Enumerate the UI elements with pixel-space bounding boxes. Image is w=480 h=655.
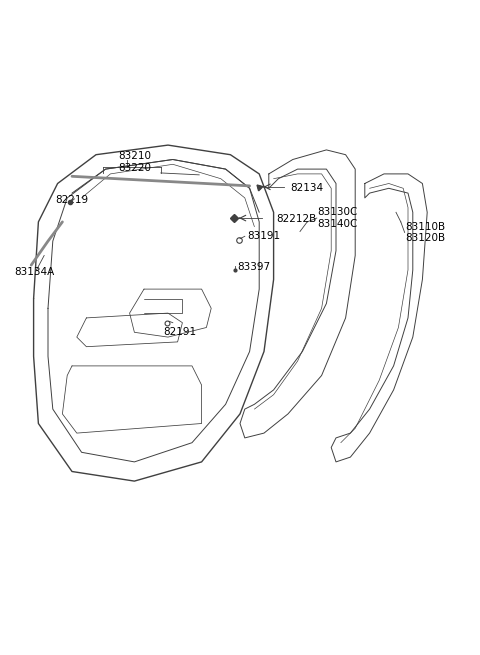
Text: 82219: 82219 [55, 195, 88, 205]
Text: 83134A: 83134A [14, 267, 55, 277]
Text: 83130C
83140C: 83130C 83140C [317, 207, 357, 229]
Text: 82212B: 82212B [276, 214, 316, 225]
Text: 83210
83220: 83210 83220 [118, 151, 151, 173]
Text: 82191: 82191 [163, 328, 196, 337]
Text: 83110B
83120B: 83110B 83120B [406, 221, 446, 243]
Text: 82134: 82134 [290, 183, 324, 193]
Text: 83397: 83397 [238, 263, 271, 272]
Text: 83191: 83191 [247, 231, 280, 241]
